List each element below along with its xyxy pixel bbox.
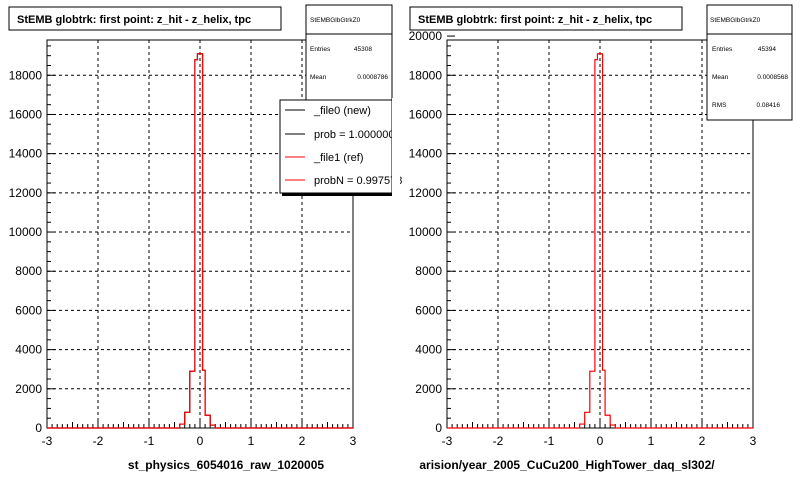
right-stats-box: StEMBGlbGtrkZ0 Entries 45394 Mean 0.0008…: [706, 4, 793, 121]
left-x-axis-label: st_physics_6054016_raw_1020005: [128, 458, 324, 472]
x-tick-label: -1: [544, 434, 555, 448]
legend-label-prob: prob = 1.000000: [314, 129, 394, 141]
x-tick-label: -2: [493, 434, 504, 448]
y-tick-label: 4000: [15, 343, 42, 357]
right-panel: StEMB globtrk: first point: z_hit - z_he…: [409, 4, 793, 472]
y-tick-label: 10000: [9, 225, 43, 239]
y-tick-label: 14000: [9, 147, 43, 161]
right-x-ticks: -3 -2 -1 0 1 2 3: [442, 420, 757, 448]
right-stats-entries-label: Entries: [712, 46, 733, 53]
left-y-ticks: 0 2000 4000 6000 8000 10000 12000 14000 16000 180…: [9, 45, 55, 435]
y-tick-label: 18000: [409, 68, 443, 82]
right-stats-mean: 0.0008568: [757, 74, 788, 81]
left-title: StEMB globtrk: first point: z_hit - z_he…: [17, 14, 251, 26]
x-tick-label: -2: [93, 434, 104, 448]
y-tick-label: 16000: [409, 107, 443, 121]
right-stats-rms: 0.08416: [757, 102, 781, 109]
x-tick-label: -3: [42, 434, 53, 448]
legend-label-probn: probN = 0.997578: [314, 175, 402, 187]
y-tick-label: 6000: [15, 303, 42, 317]
y-tick-label: 16000: [9, 107, 43, 121]
left-panel: StEMB globtrk: first point: z_hit - z_he…: [8, 4, 402, 472]
x-tick-label: -1: [144, 434, 155, 448]
left-x-ticks: -3 -2 -1 0 1 2 3: [42, 420, 357, 448]
y-tick-label: 6000: [415, 303, 442, 317]
left-stats-mean: 0.0008786: [357, 74, 388, 81]
y-tick-label: 10000: [409, 225, 443, 239]
left-stats-name: StEMBGlbGtrkZ0: [310, 17, 361, 24]
left-title-box: [8, 6, 282, 31]
x-tick-label: 0: [597, 434, 604, 448]
left-stats-entries: 45308: [354, 46, 372, 53]
y-tick-label: 12000: [409, 186, 443, 200]
y-tick-label: 18000: [9, 68, 43, 82]
legend-label-file1: _file1 (ref): [313, 152, 364, 164]
right-title-box: [409, 6, 683, 31]
y-tick-label: 12000: [9, 186, 43, 200]
x-tick-label: 3: [750, 434, 757, 448]
y-tick-label: 14000: [409, 147, 443, 161]
y-tick-label: 2000: [415, 382, 442, 396]
left-histogram-ref: [47, 53, 353, 429]
x-tick-label: 1: [248, 434, 255, 448]
x-tick-label: 2: [699, 434, 706, 448]
legend-label-file0: _file0 (new): [313, 105, 371, 117]
right-histogram-ref: [447, 53, 753, 429]
y-tick-label: 8000: [415, 264, 442, 278]
right-grid: [447, 40, 753, 428]
right-stats-rms-label: RMS: [712, 102, 727, 109]
y-tick-label: 0: [435, 421, 442, 435]
left-legend: _file0 (new) prob = 1.000000 _file1 (ref…: [279, 99, 402, 196]
y-tick-label: 2000: [15, 382, 42, 396]
y-tick-label: 8000: [15, 264, 42, 278]
left-stats-mean-label: Mean: [310, 74, 327, 81]
right-y-ticks: 0 2000 4000 6000 8000 10000 12000 14000 16000 180…: [409, 29, 455, 435]
x-tick-label: 2: [299, 434, 306, 448]
y-tick-label: 4000: [415, 343, 442, 357]
right-stats-entries: 45394: [758, 46, 776, 53]
y-tick-label: 20000: [409, 29, 443, 43]
x-tick-label: 1: [648, 434, 655, 448]
x-tick-label: 0: [197, 434, 204, 448]
x-tick-label: 3: [350, 434, 357, 448]
y-tick-label: 0: [35, 421, 42, 435]
right-stats-name: StEMBGlbGtrkZ0: [710, 17, 761, 24]
right-title: StEMB globtrk: first point: z_hit - z_he…: [418, 14, 652, 26]
right-x-axis-label: arision/year_2005_CuCu200_HighTower_daq_…: [419, 458, 715, 472]
left-stats-entries-label: Entries: [310, 46, 331, 53]
x-tick-label: -3: [442, 434, 453, 448]
right-stats-mean-label: Mean: [712, 74, 729, 81]
